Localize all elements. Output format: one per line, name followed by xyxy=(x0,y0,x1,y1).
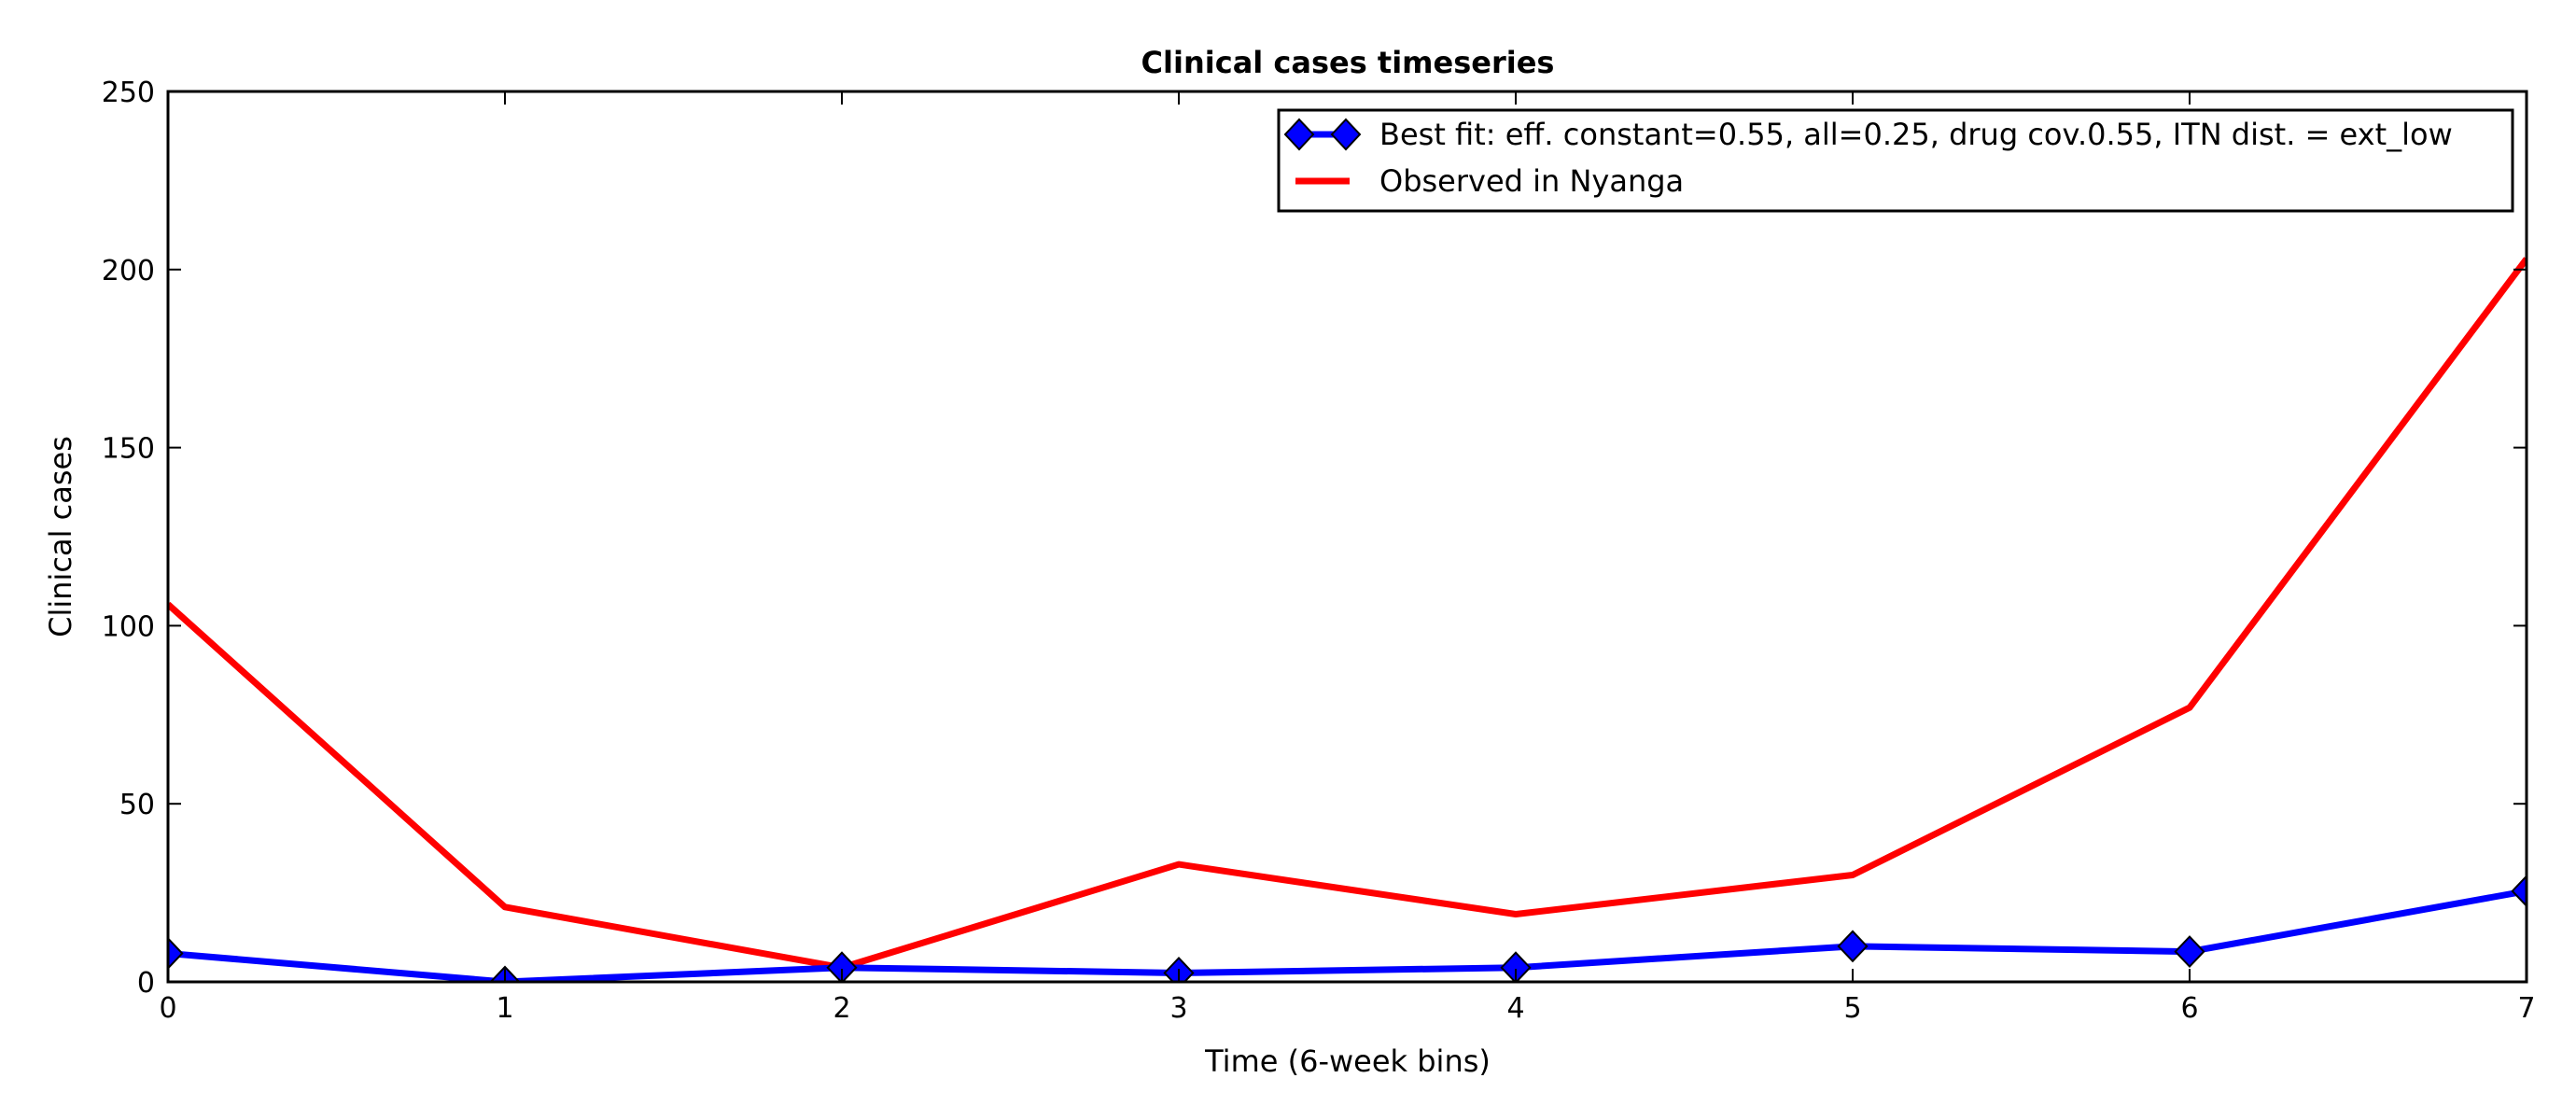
data-point-best-fit xyxy=(1837,930,1869,963)
legend-marker-best-fit xyxy=(1330,118,1362,151)
series-1 xyxy=(168,257,2527,972)
series-line-1 xyxy=(168,257,2527,972)
legend-frame xyxy=(1277,108,2514,213)
x-tick-label: 3 xyxy=(1169,992,1187,1025)
data-point-best-fit xyxy=(1500,951,1532,982)
series-layer xyxy=(168,257,2527,982)
x-tick-label: 4 xyxy=(1506,992,1524,1025)
x-tick-label: 6 xyxy=(2180,992,2198,1025)
data-point-best-fit xyxy=(826,951,858,982)
data-point-best-fit xyxy=(168,937,184,970)
ticks-layer: 0 1 2 3 4 5 6 7 0 50 100 150 200 250 xyxy=(102,77,2536,1025)
x-tick-label: 0 xyxy=(159,992,176,1025)
y-tick-label: 200 xyxy=(102,255,155,287)
legend-entry-best-fit: Best fit: eff. constant=0.55, all=0.25, … xyxy=(1283,117,2453,152)
data-point-best-fit xyxy=(2174,935,2205,969)
x-tick-label: 5 xyxy=(1843,992,1861,1025)
legend-label-best-fit: Best fit: eff. constant=0.55, all=0.25, … xyxy=(1379,117,2453,152)
y-tick-label: 150 xyxy=(102,433,155,466)
legend-label-observed: Observed in Nyanga xyxy=(1379,163,1684,199)
plot-frame xyxy=(166,90,2528,984)
x-tick-label: 2 xyxy=(833,992,850,1025)
legend-entry-observed: Observed in Nyanga xyxy=(1295,163,1684,199)
x-axis-label: Time (6-week bins) xyxy=(1204,1043,1491,1079)
x-tick-label: 1 xyxy=(496,992,513,1025)
series-line-0 xyxy=(168,888,2527,982)
y-tick-label: 250 xyxy=(102,77,155,109)
legend-marker-best-fit xyxy=(1283,118,1315,151)
legend: Best fit: eff. constant=0.55, all=0.25, … xyxy=(1277,108,2514,213)
y-tick-label: 100 xyxy=(102,610,155,643)
y-tick-label: 0 xyxy=(137,967,155,1000)
x-tick-label: 7 xyxy=(2517,992,2535,1025)
chart-title: Clinical cases timeseries xyxy=(1141,45,1555,80)
data-point-best-fit xyxy=(2511,875,2527,908)
y-tick-label: 50 xyxy=(119,789,155,821)
y-axis-label: Clinical cases xyxy=(43,436,78,637)
series-0 xyxy=(168,888,2527,982)
series-0-markers xyxy=(168,875,2527,982)
